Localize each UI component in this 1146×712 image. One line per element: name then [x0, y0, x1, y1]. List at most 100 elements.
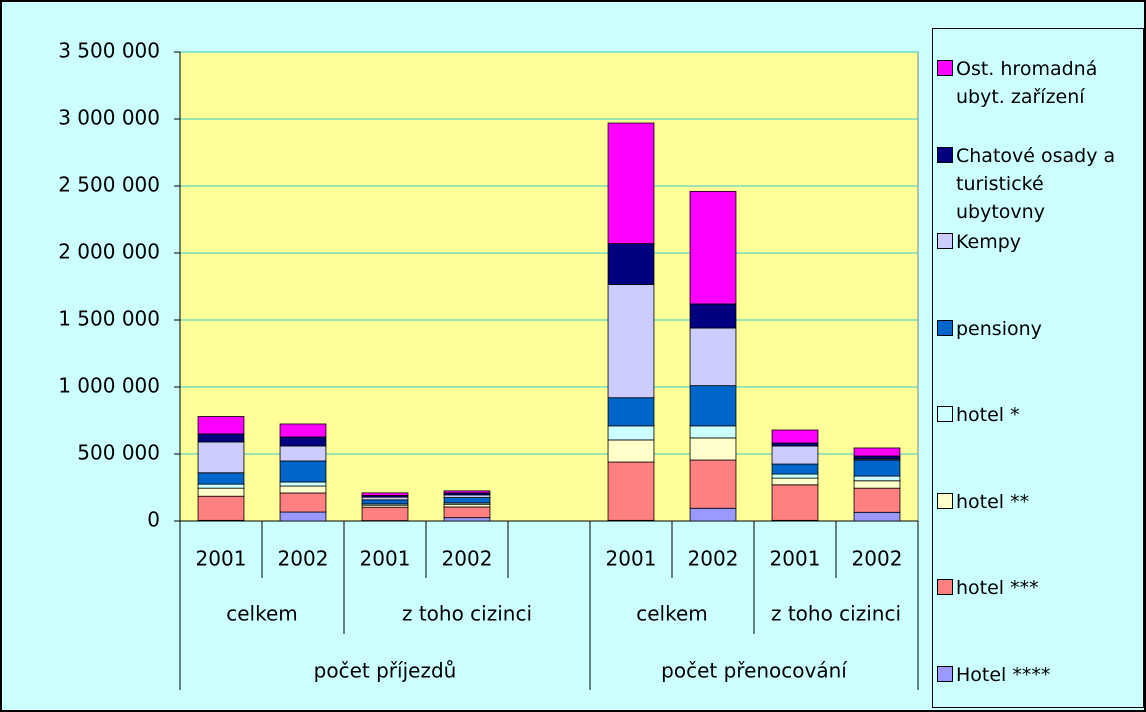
bar-segment	[771, 473, 819, 479]
bar-segment	[443, 503, 491, 508]
bar-segment	[279, 481, 327, 487]
bar-segment	[443, 497, 491, 504]
legend-label: pensiony	[956, 317, 1042, 340]
y-tick-label: 3 000 000	[58, 106, 160, 130]
legend-label: hotel *	[956, 404, 1020, 426]
group-label: celkem	[226, 602, 298, 626]
x-tick-label: 2001	[770, 547, 821, 571]
bar-segment	[771, 445, 819, 465]
x-tick-label: 2002	[852, 547, 903, 571]
bar-segment	[689, 385, 737, 427]
bar-segment	[279, 423, 327, 438]
legend-swatch	[937, 492, 953, 509]
legend-label: hotel **	[956, 490, 1030, 513]
legend-swatch	[937, 60, 953, 76]
bar-segment	[443, 506, 491, 519]
y-tick-label: 0	[147, 508, 160, 532]
bar-segment	[689, 327, 737, 387]
bar-segment	[197, 416, 245, 435]
legend-swatch	[937, 319, 953, 336]
bar-segment	[197, 495, 245, 521]
x-tick-label: 2002	[278, 547, 329, 571]
bar-segment	[607, 397, 655, 427]
group-label: celkem	[636, 602, 708, 626]
bar-segment	[689, 190, 737, 305]
bar-segment	[607, 439, 655, 463]
legend-label: Ost. hromadná ubyt. zařízení	[956, 58, 1098, 108]
legend-item: Chatové osady a turistické ubytovny	[937, 142, 1116, 226]
legend-item: Kempy	[937, 228, 1116, 256]
legend-label: Chatové osady a turistické ubytovny	[956, 144, 1116, 223]
y-tick-label: 1 500 000	[58, 307, 160, 331]
legend-swatch	[937, 406, 953, 422]
x-tick-label: 2001	[196, 547, 247, 571]
bar-segment	[197, 487, 245, 497]
legend-swatch	[937, 146, 953, 163]
bar-segment	[361, 496, 409, 501]
legend-swatch	[937, 233, 953, 249]
bar-segment	[197, 441, 245, 474]
group-label: z toho cizinci	[402, 602, 532, 626]
bar-segment	[689, 303, 737, 329]
legend-item: hotel **	[937, 488, 1116, 516]
group-label: z toho cizinci	[771, 602, 901, 626]
bar-segment	[279, 460, 327, 483]
y-tick-label: 500 000	[77, 441, 160, 465]
legend-item: Hotel ****	[937, 661, 1116, 689]
bar-segment	[361, 499, 409, 505]
group-label: počet přenocování	[661, 659, 848, 683]
legend-swatch	[937, 665, 953, 682]
bar-segment	[771, 429, 819, 444]
bar-segment	[771, 477, 819, 486]
bar-segment	[361, 506, 409, 521]
x-tick-label: 2002	[688, 547, 739, 571]
bar-segment	[853, 455, 901, 460]
bar-segment	[607, 425, 655, 441]
bar-segment	[279, 511, 327, 522]
bar-segment	[607, 243, 655, 285]
bar-segment	[771, 463, 819, 475]
x-tick-label: 2002	[442, 547, 493, 571]
bar-segment	[279, 436, 327, 447]
bar-segment	[607, 284, 655, 399]
bar-segment	[197, 483, 245, 489]
y-tick-label: 2 000 000	[58, 240, 160, 264]
legend-label: Kempy	[956, 231, 1022, 253]
bar-segment	[279, 445, 327, 462]
legend-item: pensiony	[937, 315, 1116, 343]
y-tick-label: 3 500 000	[58, 39, 160, 63]
y-tick-label: 2 500 000	[58, 173, 160, 197]
legend: Ost. hromadná ubyt. zařízení Chatové osad…	[932, 28, 1144, 708]
bar-segment	[689, 507, 737, 522]
bar-segment	[689, 437, 737, 461]
bar-segment	[853, 487, 901, 513]
legend-label: hotel ***	[956, 577, 1039, 599]
group-label: počet příjezdů	[314, 659, 457, 683]
legend-label: Hotel ****	[956, 663, 1051, 686]
bar-segment	[361, 492, 409, 496]
bar-segment	[607, 122, 655, 245]
bar-segment	[689, 459, 737, 509]
legend-swatch	[937, 579, 953, 595]
legend-item: Ost. hromadná ubyt. zařízení	[937, 55, 1116, 111]
x-tick-label: 2001	[360, 547, 411, 571]
bar-segment	[853, 511, 901, 522]
bar-segment	[279, 485, 327, 494]
bar-segment	[443, 494, 491, 498]
bar-segment	[853, 459, 901, 477]
bar-segment	[771, 442, 819, 447]
legend-item: hotel ***	[937, 574, 1116, 602]
x-tick-label: 2001	[606, 547, 657, 571]
bar-segment	[607, 461, 655, 521]
y-tick-label: 1 000 000	[58, 374, 160, 398]
bar-segment	[853, 447, 901, 457]
bar-segment	[771, 484, 819, 521]
bar-segment	[443, 517, 491, 522]
legend-item: hotel *	[937, 401, 1116, 429]
bar-segment	[197, 472, 245, 485]
bar-segment	[853, 475, 901, 482]
bar-segment	[443, 490, 491, 494]
bar-segment	[689, 425, 737, 439]
bar-segment	[279, 492, 327, 513]
